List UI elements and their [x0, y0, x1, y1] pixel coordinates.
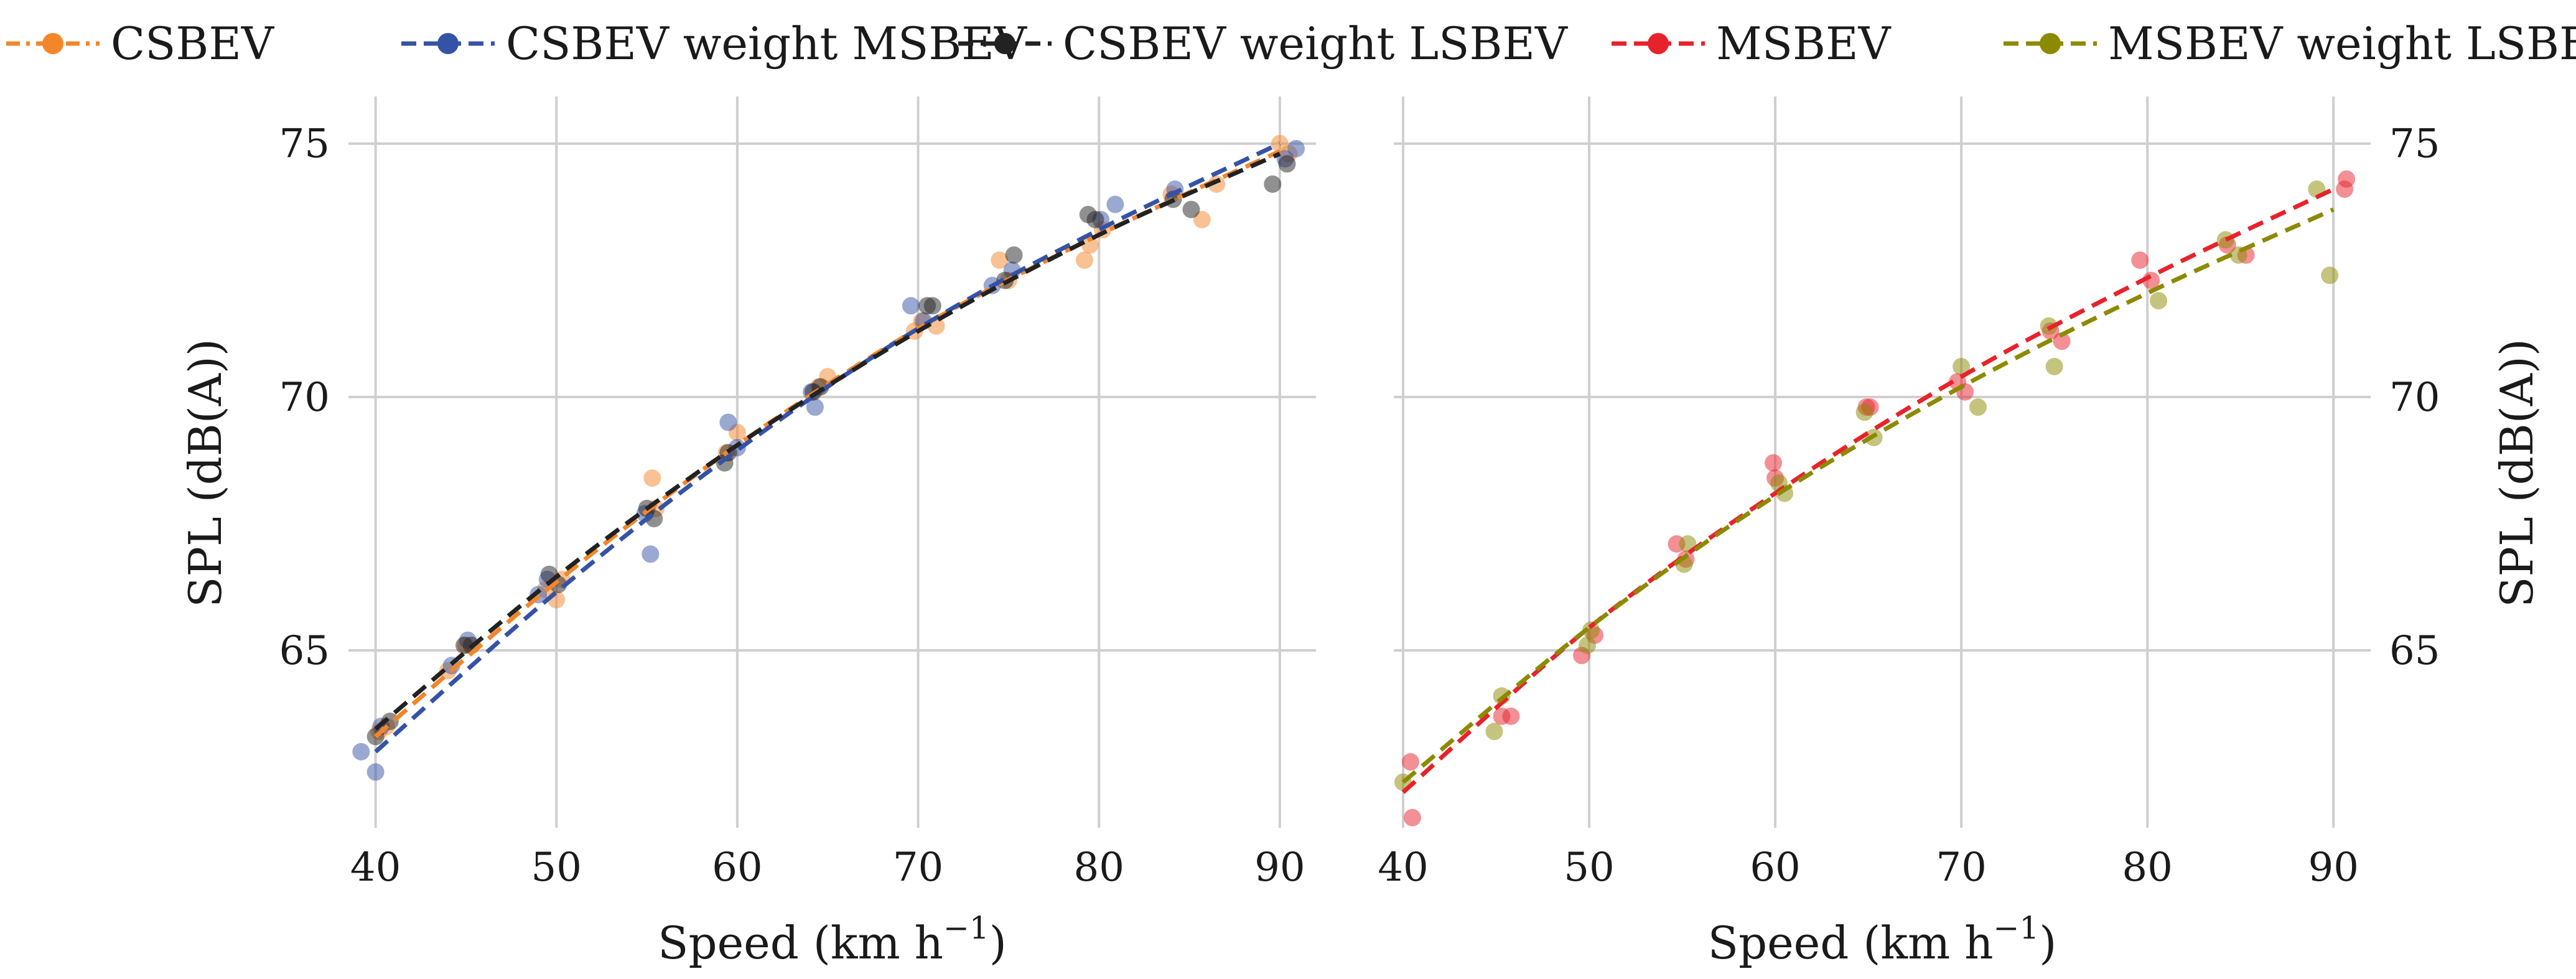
point-msbev-weight-lsbev	[1855, 403, 1874, 421]
legend-marker	[1648, 33, 1669, 54]
point-csbev-weight-lsbev	[1278, 155, 1296, 173]
x-tick-label: 60	[712, 845, 762, 891]
x-tick-label: 40	[1378, 845, 1428, 891]
point-csbev-weight-lsbev	[1086, 210, 1104, 228]
point-csbev	[991, 251, 1009, 269]
point-msbev-weight-lsbev	[1485, 723, 1503, 741]
point-msbev-weight-lsbev	[2045, 358, 2063, 375]
y-axis-label: SPL (dB(A))	[2491, 339, 2543, 607]
point-msbev	[2338, 170, 2356, 188]
point-msbev-weight-lsbev	[1579, 636, 1597, 654]
x-tick-label: 80	[2122, 845, 2172, 891]
x-tick-label: 60	[1750, 845, 1800, 891]
x-tick-label: 40	[350, 845, 401, 891]
point-csbev	[1075, 251, 1093, 269]
point-msbev-weight-lsbev	[2040, 317, 2058, 335]
left-panel: 40 50 60 70 80 90 65 70 75 Speed (km h−1) SPL (dB(…	[179, 96, 1316, 969]
legend-item-csbev: CSBEV	[6, 17, 275, 70]
legend-marker	[2040, 33, 2061, 54]
legend-label: CSBEV	[111, 17, 275, 70]
point-msbev	[1765, 454, 1783, 472]
y-axis-label: SPL (dB(A))	[179, 339, 231, 607]
x-tick-label: 90	[2308, 845, 2358, 891]
x-axis-label: Speed (km h−1)	[1708, 910, 2057, 969]
point-msbev	[2053, 332, 2071, 350]
y-tick-label: 75	[279, 121, 330, 167]
fit-line-msbev-weight-lsbev	[1401, 207, 2335, 784]
x-tick-label: 90	[1254, 845, 1305, 891]
point-msbev	[1502, 707, 1520, 725]
point-msbev	[1403, 808, 1421, 827]
legend: CSBEV CSBEV weight MSBEV CSBEV weight LSBE…	[6, 17, 2576, 70]
point-msbev-weight-lsbev	[2216, 231, 2234, 249]
legend-marker	[437, 33, 459, 54]
point-msbev-weight-lsbev	[2150, 292, 2168, 310]
y-tick-label: 70	[2389, 375, 2440, 421]
point-csbev-weight-lsbev	[1264, 175, 1282, 193]
x-axis-label: Speed (km h−1)	[658, 910, 1007, 969]
fit-line-csbev-weight-msbev	[374, 141, 1281, 754]
point-msbev-weight-lsbev	[1969, 398, 1987, 416]
x-tick-label: 50	[531, 845, 582, 891]
fit-line-msbev	[1401, 187, 2335, 794]
point-csbev-weight-msbev	[642, 545, 660, 563]
point-msbev	[1401, 753, 1419, 771]
legend-item-csbev-weight-lsbev: CSBEV weight LSBEV	[958, 17, 1569, 70]
point-csbev-weight-msbev	[719, 413, 737, 431]
point-csbev-weight-msbev	[366, 763, 385, 781]
legend-item-csbev-weight-msbev: CSBEV weight MSBEV	[401, 17, 1028, 70]
point-csbev-weight-msbev	[806, 398, 824, 416]
x-tick-label: 50	[1564, 845, 1614, 891]
y-tick-label: 65	[2389, 628, 2440, 674]
legend-label: MSBEV weight LSBEV	[2108, 17, 2576, 70]
fit-line-csbev-weight-lsbev	[374, 151, 1281, 731]
y-tick-label: 75	[2389, 121, 2440, 167]
point-msbev-weight-lsbev	[1582, 621, 1600, 639]
point-csbev-weight-msbev	[352, 742, 370, 761]
legend-label: MSBEV	[1716, 17, 1892, 70]
point-csbev-weight-msbev	[1106, 195, 1124, 213]
legend-item-msbev: MSBEV	[1612, 17, 1892, 70]
point-csbev-weight-lsbev	[1005, 246, 1023, 264]
point-msbev	[2131, 251, 2149, 269]
point-csbev-weight-msbev	[902, 297, 920, 315]
point-msbev-weight-lsbev	[2321, 266, 2339, 284]
y-tick-label: 70	[279, 375, 330, 421]
point-csbev	[643, 469, 661, 487]
legend-label: CSBEV weight MSBEV	[506, 17, 1028, 70]
fit-line-csbev	[374, 149, 1281, 739]
point-csbev-weight-msbev	[1287, 139, 1305, 157]
legend-item-msbev-weight-lsbev: MSBEV weight LSBEV	[2004, 17, 2576, 70]
point-csbev	[1081, 236, 1099, 254]
x-tick-label: 70	[1936, 845, 1986, 891]
legend-marker	[42, 33, 63, 54]
point-msbev-weight-lsbev	[1953, 358, 1971, 375]
x-tick-label: 70	[893, 845, 943, 891]
x-tick-label: 80	[1073, 845, 1124, 891]
y-tick-label: 65	[279, 628, 330, 674]
right-panel: 40 50 60 70 80 90 65 70 75 Speed (km h−1) SPL (dB(…	[1378, 96, 2543, 969]
legend-marker	[994, 33, 1015, 54]
point-csbev-weight-lsbev	[923, 297, 941, 315]
point-csbev-weight-lsbev	[1182, 200, 1200, 218]
legend-label: CSBEV weight LSBEV	[1063, 17, 1569, 70]
